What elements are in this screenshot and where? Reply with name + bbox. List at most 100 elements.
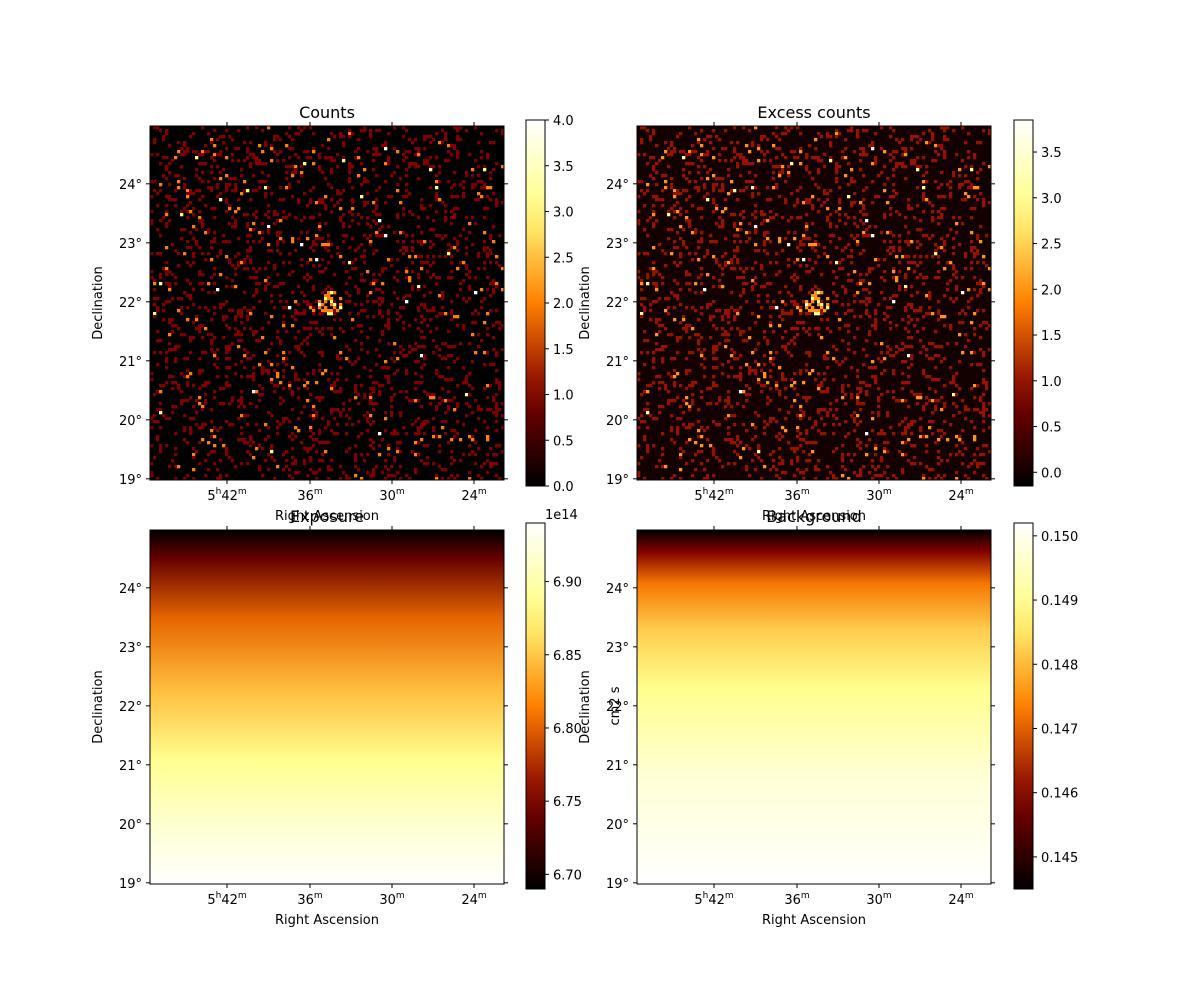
colorbar-tick-label: 0.148 bbox=[1041, 658, 1078, 673]
axes-frame bbox=[149, 529, 505, 885]
y-tick-label: 23° bbox=[119, 237, 142, 252]
panel-title: Exposure bbox=[290, 507, 364, 526]
y-tick-label: 23° bbox=[119, 641, 142, 656]
x-tick-label: 24m bbox=[461, 891, 486, 908]
colorbar-offset-text: 1e14 bbox=[545, 508, 578, 523]
colorbar-tick-label: 6.80 bbox=[553, 722, 582, 737]
y-axis-label: Declination bbox=[578, 266, 593, 340]
colorbar-tick-label: 0.147 bbox=[1041, 722, 1078, 737]
x-axis-label: Right Ascension bbox=[275, 913, 379, 928]
y-tick-label: 21° bbox=[606, 759, 629, 774]
y-tick-label: 23° bbox=[606, 237, 629, 252]
colorbar-tick-label: 1.0 bbox=[1041, 375, 1062, 390]
colorbar: 0.145 0.146 0.147 0.148 0.149 0.150 bbox=[1013, 522, 1078, 890]
heatmap-image bbox=[637, 126, 992, 481]
x-tick-label: 30m bbox=[379, 891, 404, 908]
y-tick-label: 24° bbox=[119, 178, 142, 193]
colorbar-tick-label: 0.146 bbox=[1041, 787, 1078, 802]
y-tick-label: 22° bbox=[119, 296, 142, 311]
colorbar-tick-label: 3.0 bbox=[553, 206, 574, 221]
y-axis-label: Declination bbox=[91, 670, 106, 744]
x-tick-label: 30m bbox=[866, 487, 891, 504]
y-tick-label: 20° bbox=[606, 818, 629, 833]
x-tick-label: 36m bbox=[784, 487, 809, 504]
x-tick-label: 5h42m bbox=[207, 891, 246, 908]
y-tick-label: 19° bbox=[606, 473, 629, 488]
y-tick-label: 21° bbox=[606, 355, 629, 370]
colorbar-gradient bbox=[1013, 119, 1034, 487]
heatmap-image bbox=[637, 530, 991, 884]
x-tick-label: 30m bbox=[866, 891, 891, 908]
heatmap-image bbox=[150, 126, 505, 481]
colorbar-tick-label: 1.5 bbox=[553, 343, 574, 358]
panel-2: Exposure 5h42m 36m 30m 24m 19° 20° 21° 22° 23° 24°… bbox=[91, 507, 623, 928]
colorbar-tick-label: 3.5 bbox=[1041, 146, 1062, 161]
colorbar-tick-label: 0.5 bbox=[1041, 421, 1062, 436]
axes-frame bbox=[149, 125, 505, 481]
y-tick-label: 20° bbox=[606, 414, 629, 429]
axes-frame bbox=[636, 529, 992, 885]
x-axis-label: Right Ascension bbox=[762, 913, 866, 928]
x-tick-label: 24m bbox=[948, 891, 973, 908]
x-tick-label: 36m bbox=[297, 891, 322, 908]
colorbar-tick-label: 6.70 bbox=[553, 868, 582, 883]
x-axis-label: Right Ascension bbox=[762, 509, 866, 524]
colorbar: 6.70 6.75 6.80 6.85 6.90 1e14 cm2 s bbox=[525, 508, 623, 890]
colorbar-tick-label: 0.0 bbox=[1041, 466, 1062, 481]
y-tick-label: 24° bbox=[119, 582, 142, 597]
y-tick-label: 23° bbox=[606, 641, 629, 656]
colorbar-tick-label: 6.90 bbox=[553, 576, 582, 591]
axes-frame bbox=[636, 125, 992, 481]
colorbar-gradient bbox=[1013, 522, 1034, 890]
colorbar-tick-label: 0.5 bbox=[553, 434, 574, 449]
colorbar-tick-label: 2.5 bbox=[553, 251, 574, 266]
colorbar: 0.0 0.5 1.0 1.5 2.0 2.5 3.0 3.5 bbox=[1013, 119, 1062, 487]
x-tick-label: 30m bbox=[379, 487, 404, 504]
colorbar-gradient bbox=[525, 522, 546, 890]
y-tick-label: 21° bbox=[119, 759, 142, 774]
colorbar: 0.0 0.5 1.0 1.5 2.0 2.5 3.0 3.5 4.0 bbox=[525, 114, 574, 495]
colorbar-tick-label: 2.0 bbox=[553, 297, 574, 312]
y-tick-label: 22° bbox=[606, 700, 629, 715]
y-tick-label: 22° bbox=[119, 700, 142, 715]
panel-title: Counts bbox=[299, 103, 355, 122]
colorbar-tick-label: 0.149 bbox=[1041, 594, 1078, 609]
x-tick-label: 5h42m bbox=[694, 891, 733, 908]
colorbar-tick-label: 0.0 bbox=[553, 480, 574, 495]
colorbar-label: cm2 s bbox=[608, 686, 623, 725]
x-tick-label: 36m bbox=[297, 487, 322, 504]
colorbar-tick-label: 6.75 bbox=[553, 795, 582, 810]
y-tick-label: 24° bbox=[606, 178, 629, 193]
y-tick-label: 19° bbox=[606, 877, 629, 892]
y-tick-label: 20° bbox=[119, 414, 142, 429]
y-axis-label: Declination bbox=[578, 670, 593, 744]
y-axis-label: Declination bbox=[91, 266, 106, 340]
x-tick-label: 36m bbox=[784, 891, 809, 908]
x-tick-label: 5h42m bbox=[694, 487, 733, 504]
heatmap-image bbox=[150, 530, 504, 884]
colorbar-tick-label: 3.0 bbox=[1041, 192, 1062, 207]
colorbar-tick-label: 0.150 bbox=[1041, 530, 1078, 545]
panel-3: Background 5h42m 36m 30m 24m 19° 20° 21° 22° 23° 2… bbox=[578, 507, 1078, 928]
y-tick-label: 21° bbox=[119, 355, 142, 370]
panel-1: Excess counts 5h42m 36m 30m 24m 19° 20° 21° 22° 2… bbox=[578, 103, 1062, 524]
colorbar-tick-label: 1.0 bbox=[553, 389, 574, 404]
colorbar-tick-label: 2.0 bbox=[1041, 283, 1062, 298]
colorbar-tick-label: 6.85 bbox=[553, 649, 582, 664]
panel-title: Excess counts bbox=[757, 103, 870, 122]
colorbar-gradient bbox=[525, 119, 546, 487]
colorbar-tick-label: 4.0 bbox=[553, 114, 574, 129]
colorbar-tick-label: 3.5 bbox=[553, 160, 574, 175]
x-tick-label: 24m bbox=[948, 487, 973, 504]
y-tick-label: 20° bbox=[119, 818, 142, 833]
x-axis-label: Right Ascension bbox=[275, 509, 379, 524]
colorbar-tick-label: 2.5 bbox=[1041, 238, 1062, 253]
colorbar-tick-label: 1.5 bbox=[1041, 329, 1062, 344]
y-tick-label: 19° bbox=[119, 473, 142, 488]
y-tick-label: 22° bbox=[606, 296, 629, 311]
panel-title: Background bbox=[766, 507, 861, 526]
x-tick-label: 24m bbox=[461, 487, 486, 504]
panel-0: Counts 5h42m 36m 30m 24m 19° 20° 21° 22° 23° 24° Ri… bbox=[91, 103, 574, 524]
x-tick-label: 5h42m bbox=[207, 487, 246, 504]
